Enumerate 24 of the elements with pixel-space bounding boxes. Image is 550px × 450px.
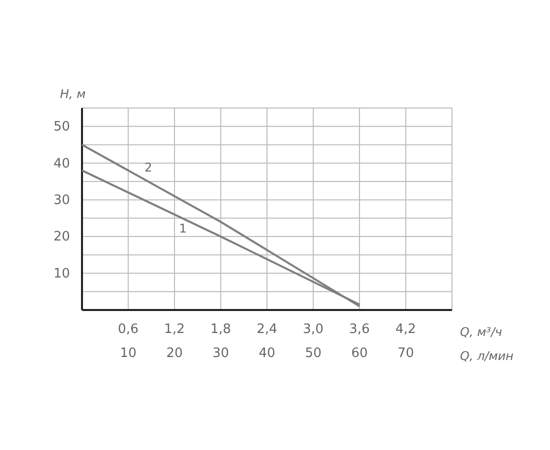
series-label: 2 [144, 160, 152, 174]
y-tick-label: 30 [53, 192, 70, 208]
x-tick-label: 3,0 [302, 322, 324, 338]
y-tick-label: 50 [53, 120, 70, 135]
x-tick-label: 3,6 [349, 322, 370, 338]
x2-tick-label: 50 [304, 346, 322, 362]
y-axis-title: H, м [60, 87, 86, 101]
x-tick-label: 1,2 [164, 322, 185, 338]
y-tick-label: 10 [53, 266, 70, 282]
x2-tick-label: 40 [258, 346, 276, 362]
y-tick-label: 20 [53, 230, 70, 245]
x-tick-label: 2,4 [256, 322, 278, 338]
x-tick-label: 4,2 [395, 322, 416, 338]
x2-tick-label: 70 [397, 346, 414, 362]
x-tick-label: 1,8 [210, 322, 232, 338]
series-label: 1 [179, 222, 187, 236]
x2-tick-label: 20 [166, 346, 183, 362]
y-tick-label: 40 [53, 156, 70, 172]
x2-tick-label: 30 [212, 346, 230, 362]
x-tick-label: 0,6 [118, 322, 139, 338]
x2-tick-label: 60 [351, 346, 368, 362]
x2-axis-title: Q, л/мин [460, 349, 514, 363]
x-axis-title: Q, м³/ч [460, 325, 502, 339]
x2-tick-label: 10 [120, 346, 137, 362]
